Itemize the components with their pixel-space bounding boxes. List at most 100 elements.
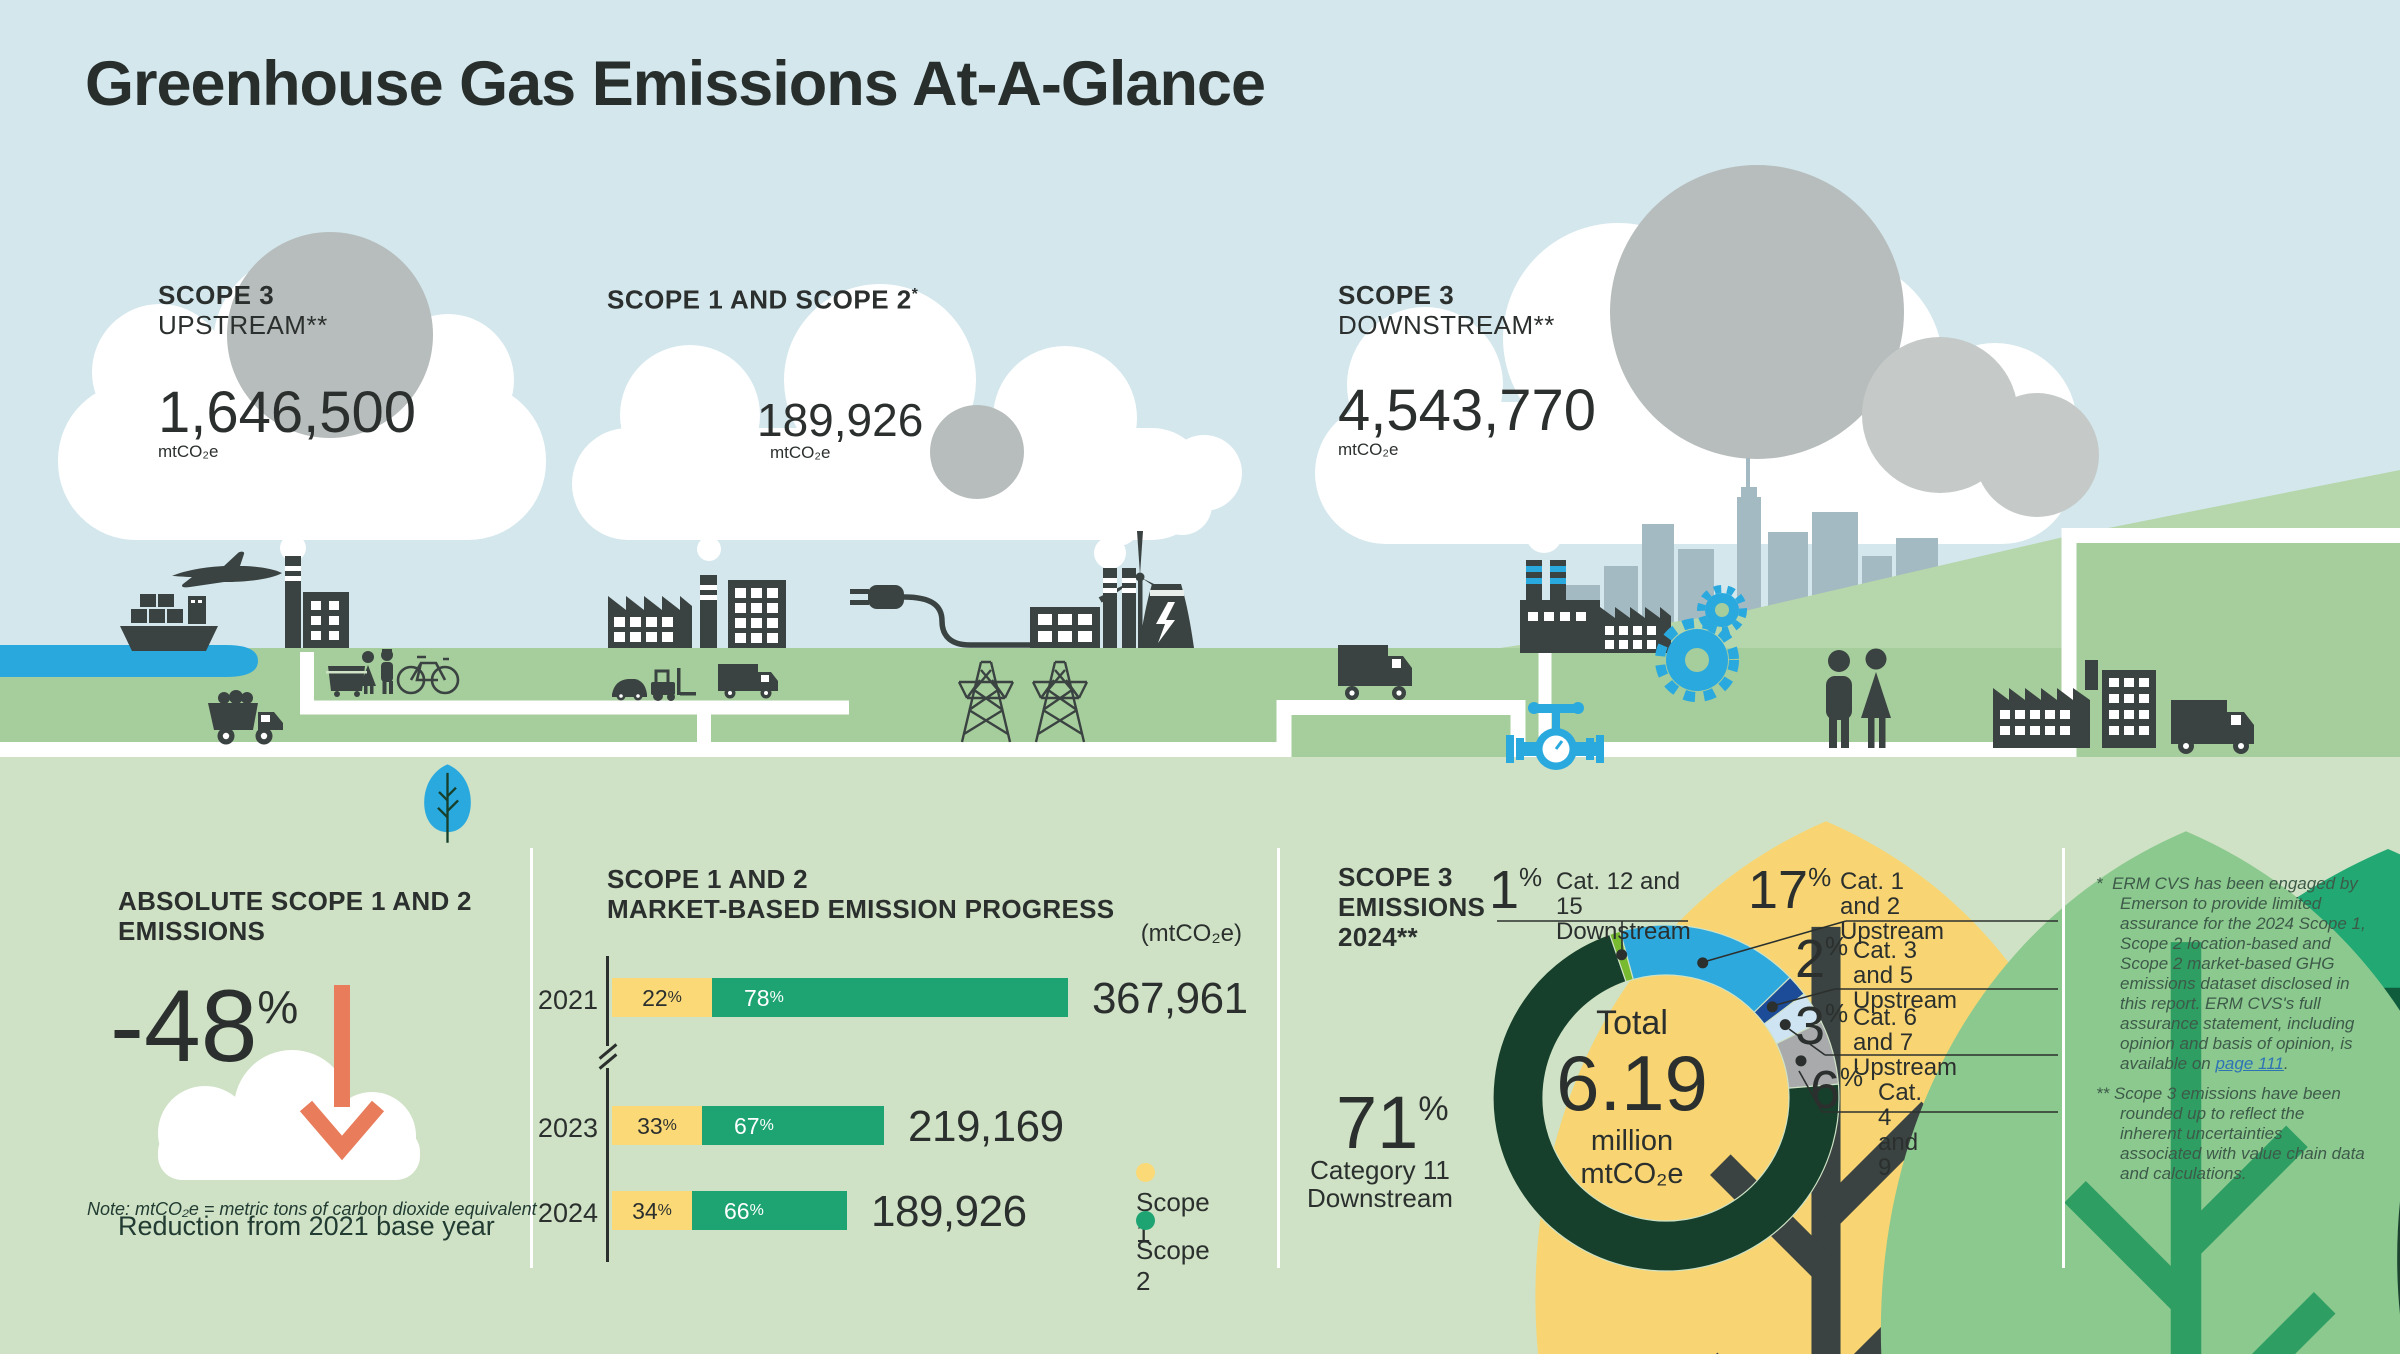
box-truck-icon <box>2171 700 2254 754</box>
card-value: 189,926 <box>757 393 924 446</box>
absolute-emissions-heading: ABSOLUTE SCOPE 1 AND 2 EMISSIONS <box>118 886 472 946</box>
bar-pct-scope1: 34% <box>632 1198 672 1224</box>
donut-slice-category: Cat. 12 and 15 Downstream <box>1556 868 1691 945</box>
reduction-cloud <box>158 1050 420 1180</box>
axis-break-gap <box>596 1046 619 1068</box>
bar-axis <box>606 956 609 1262</box>
people-pair-icon <box>360 649 393 694</box>
divider <box>2062 848 2065 1268</box>
plug-icon <box>850 585 1030 648</box>
bar-total-value: 189,926 <box>871 1187 1027 1236</box>
bar-year-label: 2023 <box>537 1113 598 1143</box>
lightning-icon <box>1156 602 1175 643</box>
office-building-icon <box>2102 670 2156 748</box>
people-pair-icon <box>1826 648 1891 748</box>
smoke-circle-middle <box>930 405 1024 499</box>
donut-slice-category: Cat. 3 and 5 Upstream <box>1853 937 1958 1014</box>
unit-note: Note: mtCO₂e = metric tons of carbon dio… <box>87 1199 537 1219</box>
card-heading: SCOPE 3 <box>158 280 275 310</box>
legend-item: Scope 2 <box>1136 1204 1210 1297</box>
factory-icon <box>1993 660 2098 748</box>
car-icon <box>612 679 647 701</box>
bar-segment-scope1: 33% <box>612 1106 702 1145</box>
donut-slice-pct: 17% <box>1748 860 1832 920</box>
bar-pct-scope1: 33% <box>637 1113 677 1139</box>
smokestack-icon <box>285 556 301 648</box>
bar-segment-scope2: 66% <box>692 1191 847 1230</box>
cargo-ship-icon <box>120 594 218 651</box>
delivery-truck-icon <box>718 664 778 699</box>
card-unit: mtCO₂e <box>770 442 831 462</box>
page-111-link[interactable]: page 111 <box>2215 1054 2284 1073</box>
label-dot <box>1766 1001 1778 1013</box>
donut-slice <box>1492 933 1840 1272</box>
bar-segment-scope2: 67% <box>702 1106 884 1145</box>
footnotes: * ERM CVS has been engaged by Emerson to… <box>2096 874 2366 1194</box>
bar-year-label: 2021 <box>537 985 598 1015</box>
card-value: 1,646,500 <box>158 380 417 445</box>
bar-segment-scope1: 22% <box>612 978 712 1017</box>
bar-chart-unit: (mtCO₂e) <box>1140 920 1242 947</box>
donut-slice-category-71: Category 11 Downstream <box>1307 1155 1453 1213</box>
bar-total-value: 219,169 <box>908 1102 1064 1151</box>
factory-icon <box>608 575 717 648</box>
smoke-puffs <box>277 434 1600 569</box>
power-plant-icon <box>1030 568 1136 648</box>
smoke-circle-left <box>227 232 433 438</box>
divider <box>530 848 533 1268</box>
legend-dot <box>1136 1163 1155 1182</box>
absolute-reduction-value: -48% <box>110 969 299 1083</box>
footnote-1: * ERM CVS has been engaged by Emerson to… <box>2096 874 2366 1073</box>
forklift-icon <box>651 668 696 701</box>
bar-segment-scope1: 34% <box>612 1191 692 1230</box>
bicycle-icon <box>396 655 460 695</box>
card-unit: mtCO₂e <box>158 442 219 461</box>
water <box>0 645 258 677</box>
bar-pct-scope2: 78% <box>744 985 784 1011</box>
office-building-icon <box>303 592 349 648</box>
bar-year-label: 2024 <box>537 1198 598 1228</box>
card-heading: SCOPE 1 AND SCOPE 2* <box>607 284 919 315</box>
label-connector <box>1788 1028 1826 1056</box>
bar-segment-scope2: 78% <box>712 978 1068 1017</box>
dumpster-icon <box>326 666 367 697</box>
airplane-icon <box>172 551 282 588</box>
label-connector <box>1775 988 1836 1006</box>
office-building-icon <box>728 580 786 648</box>
label-dot <box>1779 1019 1791 1031</box>
donut-chart-title: SCOPE 3 EMISSIONS 2024** <box>1338 862 1486 952</box>
smoke-lobe <box>1975 393 2099 517</box>
smoke-circle-right <box>1610 165 1904 459</box>
road-pipe-main <box>0 528 2400 757</box>
label-dot <box>1697 957 1709 969</box>
donut-center-label: Total 6.19 million mtCO₂e <box>1556 1004 1708 1190</box>
donut-slice-pct: 3% <box>1795 996 1849 1056</box>
card-heading: SCOPE 3 <box>1338 280 1455 310</box>
bar-total-value: 367,961 <box>1092 974 1248 1023</box>
bar-chart-title: SCOPE 1 AND 2 MARKET-BASED EMISSION PROG… <box>607 864 1115 924</box>
card-subheading: UPSTREAM** <box>158 310 328 340</box>
donut-slice-category: Cat. 6 and 7 Upstream <box>1853 1004 1958 1081</box>
card-subheading: DOWNSTREAM** <box>1338 310 1555 340</box>
donut-slice-pct: 2% <box>1795 929 1849 989</box>
dump-truck-icon <box>208 690 283 745</box>
bar-pct-scope2: 66% <box>724 1198 764 1224</box>
gears-icon <box>1655 585 1747 702</box>
card-scope3-upstream: SCOPE 3 UPSTREAM** 1,646,500 mtCO₂e <box>158 280 416 462</box>
label-dot <box>1616 949 1628 961</box>
bar-pct-scope2: 67% <box>734 1113 774 1139</box>
divider <box>1277 848 1280 1268</box>
reduction-caption: Reduction from 2021 base year <box>118 1211 495 1241</box>
pipeline-valve-icon <box>1506 702 1604 770</box>
donut-slice-category: Cat. 4 and 9 <box>1878 1079 1923 1181</box>
factory-blue-stacks-icon <box>1520 560 1671 653</box>
donut-slice-category: Cat. 1 and 2 Upstream <box>1840 868 1945 945</box>
donut-slice-pct: 1% <box>1489 860 1543 920</box>
bar-pct-scope1: 22% <box>642 985 682 1011</box>
box-truck-icon <box>1338 645 1412 700</box>
page-title: Greenhouse Gas Emissions At-A-Glance <box>85 49 1266 119</box>
donut-slice-label-71: 71% <box>1336 1081 1449 1164</box>
